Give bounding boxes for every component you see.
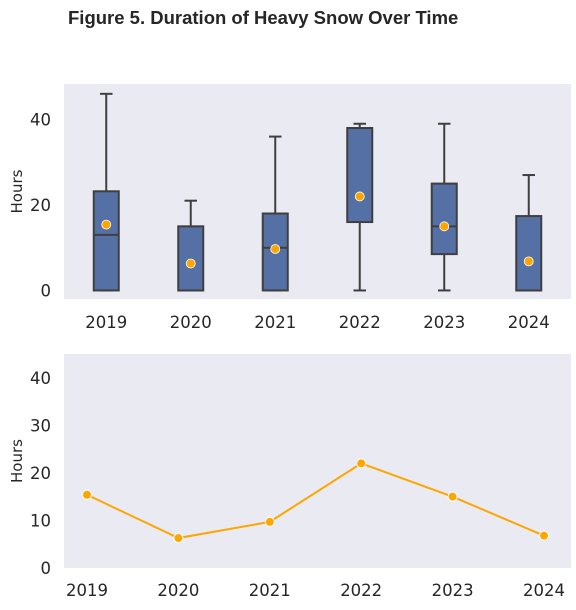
- box-2021: [261, 135, 289, 292]
- box-body: [92, 190, 120, 292]
- y-tick-label-bottom: 30: [30, 416, 51, 435]
- x-tick-label-bottom: 2024: [523, 581, 565, 600]
- mean-marker: [270, 244, 281, 254]
- y-axis-label-bottom: Hours: [8, 439, 26, 483]
- mean-marker: [185, 258, 196, 269]
- x-tick-label-bottom: 2019: [66, 581, 108, 600]
- x-tick-label-top: 2023: [423, 313, 465, 332]
- box-2024: [515, 174, 543, 292]
- box-2020: [177, 199, 205, 292]
- box-2019: [92, 92, 120, 292]
- box-body: [177, 225, 205, 292]
- x-tick-label-bottom: 2022: [340, 581, 382, 600]
- y-axis-label-top: Hours: [8, 169, 26, 213]
- plot-area-top: [64, 84, 571, 299]
- mean-marker: [354, 191, 365, 202]
- x-tick-label-bottom: 2021: [249, 581, 291, 600]
- y-tick-label-bottom: 40: [30, 369, 51, 388]
- mean-marker: [101, 219, 112, 230]
- x-tick-label-top: 2022: [339, 313, 381, 332]
- box-body: [430, 182, 458, 256]
- y-tick-label-bottom: 20: [30, 464, 51, 483]
- y-tick-label-bottom: 10: [30, 511, 51, 530]
- line-point-2023: [447, 491, 458, 502]
- line-point-2024: [539, 530, 549, 541]
- series-line: [86, 462, 545, 540]
- mean-marker: [523, 256, 534, 267]
- box-2022: [346, 122, 374, 292]
- line-point-2021: [264, 516, 275, 527]
- x-tick-label-bottom: 2023: [432, 581, 474, 600]
- mean-marker: [439, 221, 450, 232]
- x-tick-label-top: 2020: [170, 313, 212, 332]
- y-tick-label-bottom: 0: [41, 559, 52, 578]
- y-tick-label-top: 20: [30, 196, 51, 215]
- box-2023: [430, 122, 458, 292]
- x-tick-label-top: 2019: [85, 313, 127, 332]
- figure-title: Figure 5. Duration of Heavy Snow Over Ti…: [68, 7, 459, 28]
- y-tick-label-top: 40: [30, 110, 51, 129]
- line-point-2020: [173, 533, 184, 544]
- x-tick-label-top: 2024: [508, 313, 550, 332]
- x-tick-label-bottom: 2020: [157, 581, 199, 600]
- plot-area-bottom: [64, 354, 571, 568]
- line-point-2019: [82, 489, 92, 500]
- line-point-2022: [356, 458, 367, 469]
- box-body: [346, 127, 374, 224]
- x-tick-label-top: 2021: [254, 313, 296, 332]
- box-body: [515, 215, 543, 292]
- y-tick-label-top: 0: [41, 281, 52, 300]
